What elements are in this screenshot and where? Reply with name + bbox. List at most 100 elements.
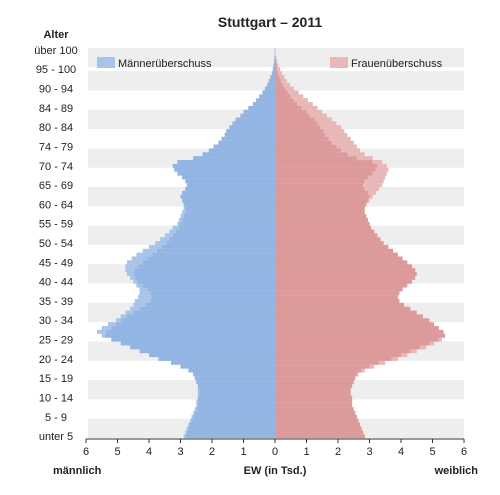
- female-bar: [275, 338, 439, 342]
- male-bar: [244, 110, 276, 114]
- age-tick-label: 50 - 54: [39, 238, 73, 250]
- male-bar: [169, 237, 275, 241]
- male-bar: [270, 75, 275, 79]
- female-bar: [275, 349, 410, 353]
- legend-swatch-female: [330, 57, 348, 68]
- female-bar: [275, 411, 355, 415]
- male-surplus-bar: [97, 330, 106, 334]
- male-bar: [162, 245, 275, 249]
- male-bar: [146, 303, 275, 307]
- male-bar: [236, 118, 275, 122]
- female-surplus-bar: [294, 98, 308, 102]
- female-surplus-bar: [291, 94, 304, 98]
- female-bar: [275, 392, 351, 396]
- female-bar: [275, 141, 332, 145]
- male-surplus-bar: [135, 299, 151, 303]
- x-tick-label: 4: [398, 446, 404, 458]
- male-bar: [181, 365, 276, 369]
- chart-title: Stuttgart – 2011: [218, 14, 322, 30]
- male-bar: [181, 222, 276, 226]
- age-tick-label: 30 - 34: [39, 315, 73, 327]
- x-tick-label: 4: [146, 446, 152, 458]
- female-bar: [275, 368, 362, 372]
- female-bar: [275, 67, 277, 71]
- x-tick-label: 1: [240, 446, 246, 458]
- male-bar: [198, 403, 275, 407]
- legend-label-female: Frauenüberschuss: [351, 58, 443, 70]
- female-surplus-bar: [288, 90, 299, 94]
- female-bar: [275, 137, 329, 141]
- male-bar: [221, 137, 275, 141]
- male-bar: [184, 214, 275, 218]
- female-surplus-bar: [277, 63, 279, 67]
- female-bar: [275, 380, 354, 384]
- male-bar: [182, 175, 275, 179]
- male-surplus-bar: [136, 284, 142, 288]
- female-surplus-bar: [307, 110, 323, 114]
- age-tick-label: 65 - 69: [39, 180, 73, 192]
- female-surplus-bar: [370, 195, 373, 199]
- female-surplus-bar: [321, 125, 341, 129]
- female-surplus-bar: [439, 338, 442, 342]
- age-tick-label: 70 - 74: [39, 161, 73, 173]
- male-bar: [166, 241, 275, 245]
- x-tick-label: 1: [303, 446, 309, 458]
- age-axis-title: Alter: [43, 29, 69, 41]
- male-bar: [174, 168, 275, 172]
- male-bar: [152, 295, 275, 299]
- female-bar: [275, 187, 365, 191]
- female-label: weiblich: [434, 465, 479, 477]
- age-tick-label: 45 - 49: [39, 257, 73, 269]
- male-bar: [177, 160, 275, 164]
- age-tick-label: 84 - 89: [39, 103, 73, 115]
- male-surplus-bar: [138, 295, 152, 299]
- male-bar: [182, 191, 275, 195]
- female-surplus-bar: [392, 357, 398, 361]
- female-bar: [275, 280, 412, 284]
- age-tick-label: über 100: [34, 45, 77, 57]
- female-bar: [275, 357, 392, 361]
- female-surplus-bar: [368, 175, 385, 179]
- female-bar: [275, 83, 283, 87]
- female-bar: [275, 423, 360, 427]
- male-bar: [105, 334, 275, 338]
- female-bar: [275, 345, 420, 349]
- male-bar: [196, 407, 275, 411]
- female-surplus-bar: [324, 129, 344, 133]
- female-surplus-bar: [368, 199, 370, 203]
- female-bar: [275, 307, 410, 311]
- age-tick-label: 74 - 79: [39, 141, 73, 153]
- male-bar: [121, 318, 275, 322]
- female-bar: [275, 156, 357, 160]
- female-bar: [275, 206, 365, 210]
- female-surplus-bar: [341, 148, 360, 152]
- female-bar: [275, 311, 417, 315]
- male-surplus-bar: [187, 426, 189, 430]
- female-bar: [275, 314, 423, 318]
- female-bar: [275, 257, 403, 261]
- male-bar: [195, 411, 275, 415]
- male-bar: [274, 56, 275, 60]
- male-bar: [182, 199, 275, 203]
- male-surplus-bar: [182, 210, 185, 214]
- male-surplus-bar: [184, 434, 186, 438]
- female-surplus-bar: [329, 137, 351, 141]
- male-bar: [193, 415, 275, 419]
- male-bar: [143, 260, 275, 264]
- x-tick-label: 6: [83, 446, 89, 458]
- male-bar: [253, 102, 275, 106]
- male-bar: [140, 349, 275, 353]
- male-bar: [267, 83, 275, 87]
- female-bar: [275, 75, 280, 79]
- male-bar: [262, 90, 275, 94]
- female-surplus-bar: [373, 160, 382, 164]
- female-bar: [275, 341, 429, 345]
- female-bar: [275, 299, 399, 303]
- female-surplus-bar: [377, 164, 386, 168]
- male-surplus-bar: [125, 268, 134, 272]
- age-tick-label: 10 - 14: [39, 392, 73, 404]
- female-surplus-bar: [318, 121, 337, 125]
- male-bar: [225, 133, 275, 137]
- female-bar: [275, 264, 412, 268]
- female-bar: [275, 218, 368, 222]
